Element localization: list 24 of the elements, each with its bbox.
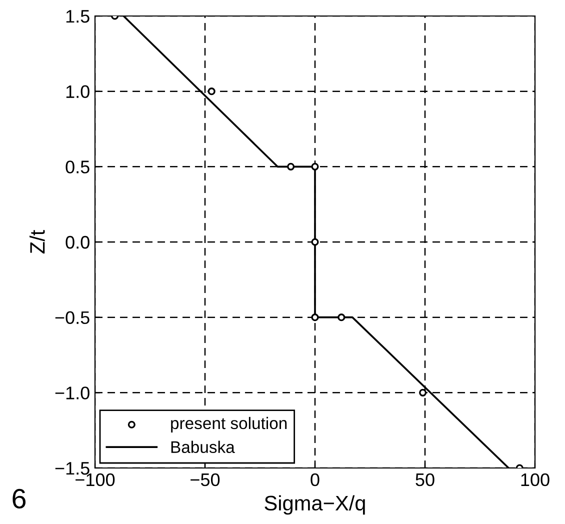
point bbox=[419, 388, 427, 396]
point bbox=[311, 238, 319, 246]
point bbox=[338, 314, 346, 322]
text: 6 bbox=[12, 488, 26, 509]
point bbox=[208, 88, 216, 96]
x-tick-label: 100 bbox=[521, 473, 550, 486]
y-tick-label: −1.5 bbox=[55, 462, 90, 475]
x-tick-label: −50 bbox=[190, 473, 220, 486]
x-axis-title: Sigma−X/q bbox=[264, 495, 365, 515]
y-tick-label: 0.0 bbox=[66, 236, 90, 249]
y-axis-title: Z/t bbox=[30, 230, 45, 254]
y-tick-label: −1.0 bbox=[55, 386, 90, 400]
point bbox=[287, 162, 295, 170]
x-tick-label: 0 bbox=[310, 473, 320, 486]
point bbox=[311, 314, 319, 322]
legend-label: Babuska bbox=[171, 440, 235, 454]
x-tick-label: −100 bbox=[76, 473, 115, 486]
point bbox=[311, 162, 319, 170]
y-tick-label: −0.5 bbox=[55, 311, 90, 324]
legend-label: present solution bbox=[171, 416, 287, 432]
y-tick-label: 1.5 bbox=[66, 10, 90, 23]
y-tick-label: 0.5 bbox=[66, 160, 90, 174]
y-tick-label: 1.0 bbox=[66, 85, 90, 98]
x-tick-label: 50 bbox=[416, 473, 434, 486]
